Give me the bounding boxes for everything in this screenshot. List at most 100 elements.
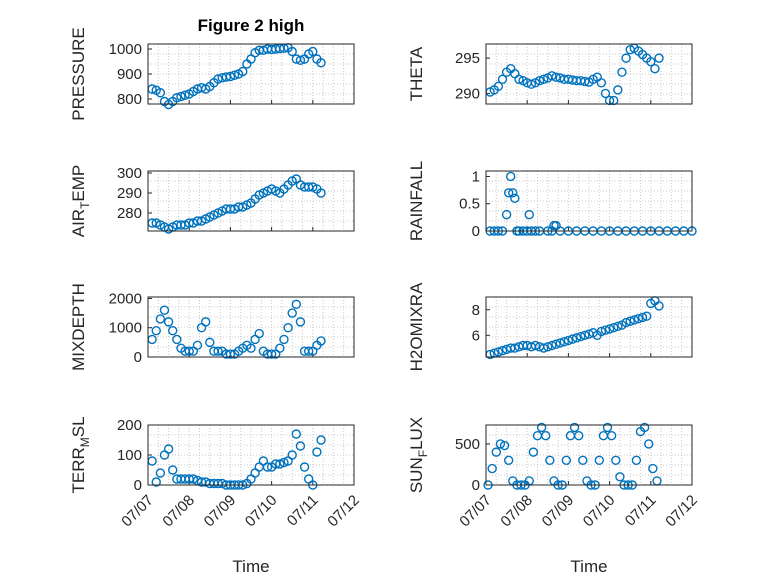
data-point <box>545 455 555 466</box>
data-point <box>650 64 660 74</box>
data-point <box>565 430 576 441</box>
data-point <box>238 66 248 77</box>
y-tick-label: 0.5 <box>459 196 480 213</box>
data-point <box>287 308 297 318</box>
data-point <box>497 345 508 356</box>
data-point <box>604 324 615 334</box>
y-axis-label: MIXDEPTH <box>69 283 88 371</box>
data-point <box>303 346 314 356</box>
data-point <box>633 314 644 324</box>
x-tick-label: 07/10 <box>580 492 619 531</box>
data-point <box>536 422 547 433</box>
y-axis-label: AIRTEMP <box>69 165 92 238</box>
y-tick-label: 295 <box>455 50 480 67</box>
y-axis-label: THETA <box>407 46 426 101</box>
x-tick-label: 07/08 <box>497 492 536 531</box>
data-point <box>580 76 590 87</box>
data-point <box>229 70 240 80</box>
axis-box <box>147 424 355 486</box>
data-point <box>159 305 170 315</box>
y-tick-label: 300 <box>117 165 142 182</box>
data-point <box>312 447 322 457</box>
data-point <box>569 422 580 433</box>
data-point <box>506 171 516 182</box>
data-point <box>493 81 504 92</box>
y-tick-label: 0 <box>472 477 480 494</box>
y-tick-label: 800 <box>117 91 142 108</box>
data-point <box>571 333 582 343</box>
data-point <box>559 336 569 347</box>
data-point <box>172 334 182 345</box>
data-point <box>600 88 611 99</box>
data-point <box>487 463 497 474</box>
y-tick-label: 900 <box>117 66 142 83</box>
data-point <box>163 317 174 327</box>
y-tick-label: 280 <box>117 205 142 222</box>
data-point <box>180 90 190 100</box>
x-tick-label: 07/07 <box>456 492 495 531</box>
data-point <box>543 342 553 352</box>
data-point <box>168 465 178 475</box>
data-point <box>213 346 223 356</box>
y-axis-label: TERRMSL <box>69 416 92 493</box>
x-axis-label: Time <box>570 557 607 576</box>
data-point <box>609 322 619 333</box>
data-point <box>283 323 293 333</box>
data-point <box>514 74 524 84</box>
data-point <box>534 76 545 86</box>
data-point <box>555 338 565 348</box>
data-point <box>316 435 326 445</box>
data-point <box>299 462 310 472</box>
data-point <box>316 58 326 68</box>
data-point <box>538 343 549 353</box>
y-tick-label: 2000 <box>109 290 142 307</box>
data-point <box>503 188 514 198</box>
subplot-sun-flux: 0 500 SUNFLUX 07/07 07/08 07/09 07/10 07/11 07/1… <box>407 417 701 576</box>
data-point <box>615 472 625 482</box>
data-point <box>646 56 656 67</box>
axis-box <box>147 43 355 105</box>
data-point <box>275 459 285 469</box>
data-point <box>602 422 613 433</box>
data-point <box>547 71 557 81</box>
data-point <box>495 439 506 449</box>
data-point <box>524 209 534 220</box>
data-point <box>287 450 297 460</box>
y-tick-label: 1 <box>472 168 480 185</box>
data-point <box>606 430 617 441</box>
data-point <box>621 317 631 328</box>
axis-box <box>485 43 693 105</box>
data-point <box>596 326 607 337</box>
data-point <box>654 301 664 311</box>
data-point <box>200 317 211 327</box>
axis-box <box>485 296 693 358</box>
data-point <box>176 91 186 102</box>
data-point <box>188 474 199 484</box>
data-point <box>574 430 584 441</box>
data-point <box>567 334 578 344</box>
data-point <box>613 85 623 95</box>
axis-box <box>485 170 693 232</box>
subplot-rainfall: 0 0.5 1 RAINFALL <box>407 161 697 241</box>
y-tick-label: 0 <box>472 223 480 240</box>
subplot-h2omixra: 6 8 H2OMIXRA <box>407 282 693 371</box>
data-point <box>291 429 302 439</box>
data-point <box>576 331 586 342</box>
data-point <box>497 74 508 84</box>
data-point <box>155 314 166 324</box>
data-point <box>308 46 318 57</box>
data-point <box>547 340 557 351</box>
data-point <box>316 336 326 346</box>
data-point <box>648 463 658 474</box>
data-point <box>611 455 621 466</box>
data-point <box>594 455 604 466</box>
y-axis-label: H2OMIXRA <box>407 282 426 371</box>
data-point <box>279 457 289 468</box>
data-point <box>499 440 510 451</box>
subplot-pressure: 800 900 1000 PRESSURE <box>69 27 355 121</box>
figure-title: Figure 2 high <box>198 16 305 35</box>
data-point <box>541 430 551 441</box>
data-point <box>580 330 590 340</box>
y-tick-label: 0 <box>134 477 142 494</box>
y-tick-label: 500 <box>455 436 480 453</box>
